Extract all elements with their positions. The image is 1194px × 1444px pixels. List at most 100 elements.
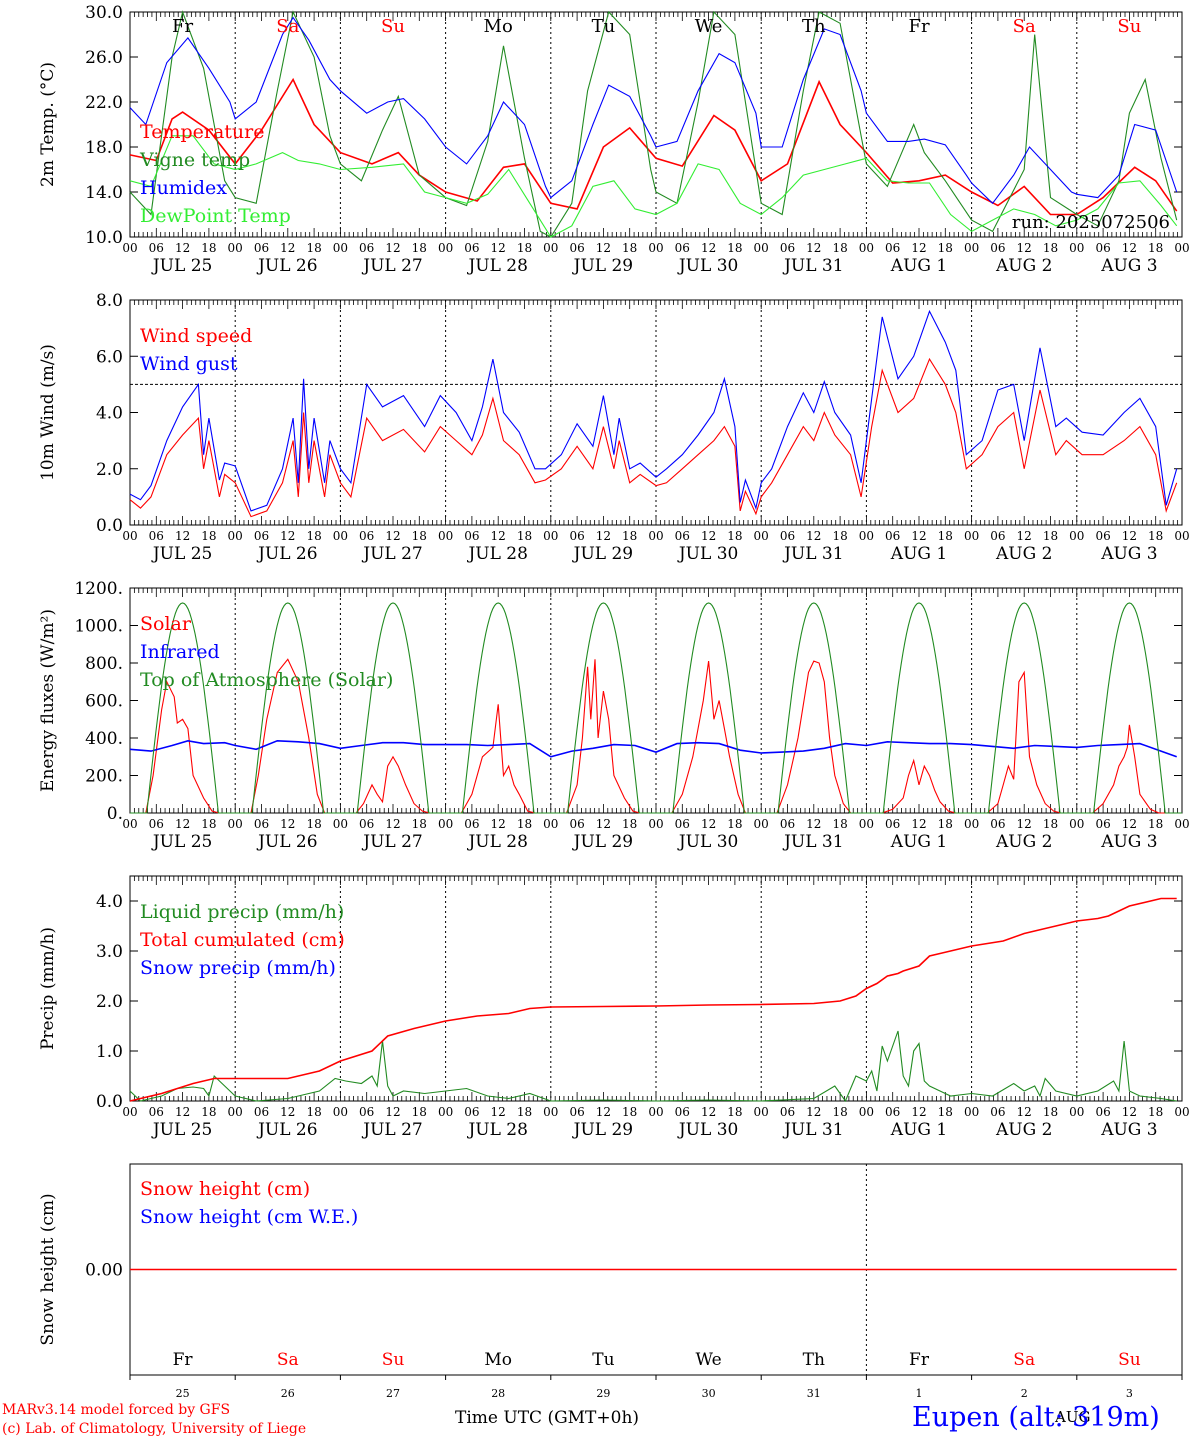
hour-tick-label: 06 — [254, 529, 269, 543]
date-label: JUL 30 — [677, 1120, 738, 1140]
hour-tick-label: 18 — [938, 1105, 953, 1119]
series-line — [129, 739, 1177, 758]
hour-tick-label: 12 — [1122, 241, 1137, 255]
hour-tick-label: 06 — [149, 1105, 164, 1119]
series-line — [129, 357, 1178, 518]
hour-tick-label: 06 — [675, 529, 690, 543]
hour-tick-label: 00 — [438, 241, 453, 255]
series-line — [129, 1030, 1177, 1103]
hour-tick-label: 00 — [648, 1105, 663, 1119]
hour-tick-label: 06 — [780, 817, 795, 831]
hour-tick-label: 18 — [727, 529, 742, 543]
hour-tick-label: 12 — [385, 241, 400, 255]
hour-tick-label: 18 — [517, 817, 532, 831]
hour-tick-label: 12 — [911, 1105, 926, 1119]
date-label: AUG 1 — [890, 1120, 947, 1140]
hour-tick-label: 12 — [911, 817, 926, 831]
time-axis-label: Time UTC (GMT+0h) — [455, 1408, 640, 1428]
y-axis-label: Snow height (cm) — [38, 1193, 58, 1345]
legend-entry: Snow height (cm) — [140, 1178, 310, 1200]
hour-tick-label: 12 — [280, 241, 295, 255]
y-tick-label: 800. — [85, 654, 123, 674]
hour-tick-label: 06 — [464, 241, 479, 255]
hour-tick-label: 18 — [938, 529, 953, 543]
hour-tick-label: 00 — [333, 1105, 348, 1119]
hour-tick-label: 00 — [543, 241, 558, 255]
hour-tick-label: 18 — [622, 529, 637, 543]
hour-tick-label: 06 — [990, 817, 1005, 831]
hour-tick-label: 00 — [648, 817, 663, 831]
legend-entry: Snow precip (mm/h) — [140, 957, 336, 979]
legend-entry: Humidex — [140, 177, 227, 199]
hour-tick-label: 12 — [385, 817, 400, 831]
weekday-label: Sa — [276, 16, 299, 37]
date-label: JUL 28 — [466, 1120, 527, 1140]
legend-entry: Temperature — [140, 121, 264, 143]
hour-tick-label: 12 — [1017, 241, 1032, 255]
hour-tick-label: 12 — [596, 241, 611, 255]
date-label: JUL 31 — [782, 544, 843, 564]
hour-tick-label: 12 — [596, 1105, 611, 1119]
hour-tick-label: 06 — [464, 817, 479, 831]
legend-entry: Wind speed — [140, 325, 252, 347]
hour-tick-label: 18 — [727, 817, 742, 831]
weekday-label: Th — [802, 16, 826, 37]
run-label: run: 2025072506 — [1012, 212, 1170, 233]
x-ticks — [129, 300, 1183, 525]
hour-tick-label: 06 — [990, 1105, 1005, 1119]
hour-tick-label: 12 — [385, 529, 400, 543]
hour-tick-label: 06 — [885, 529, 900, 543]
y-tick-label: 10.0 — [85, 228, 123, 248]
hour-tick-label: 18 — [517, 241, 532, 255]
date-label: AUG 3 — [1100, 1120, 1157, 1140]
hour-tick-label: 12 — [911, 241, 926, 255]
hour-tick-label: 00 — [228, 1105, 243, 1119]
hour-tick-label: 06 — [359, 817, 374, 831]
y-tick-label: 0.0 — [96, 516, 123, 536]
hour-tick-label: 06 — [780, 529, 795, 543]
x-ticks — [129, 588, 1183, 813]
hour-tick-label: 00 — [1174, 241, 1189, 255]
date-label: JUL 30 — [677, 256, 738, 276]
series-line — [129, 10, 1178, 238]
y-tick-label: 0.0 — [96, 1092, 123, 1112]
hour-tick-label: 00 — [1174, 817, 1189, 831]
hour-tick-label: 18 — [201, 241, 216, 255]
hour-tick-label: 12 — [701, 529, 716, 543]
hour-tick-label: 12 — [596, 817, 611, 831]
hour-tick-label: 00 — [228, 817, 243, 831]
weekday-label: Th — [803, 1350, 825, 1370]
hour-tick-label: 18 — [832, 1105, 847, 1119]
weekday-label: Su — [382, 1350, 405, 1370]
hour-tick-label: 12 — [385, 1105, 400, 1119]
hour-tick-label: 18 — [727, 241, 742, 255]
date-label: AUG 1 — [890, 544, 947, 564]
hour-tick-label: 12 — [1017, 817, 1032, 831]
weekday-label: Tu — [592, 16, 616, 37]
y-tick-label: 1200. — [74, 579, 123, 599]
hour-tick-label: 06 — [1095, 529, 1110, 543]
hour-tick-label: 18 — [1148, 1105, 1163, 1119]
hour-tick-label: 06 — [464, 1105, 479, 1119]
date-label: JUL 31 — [782, 832, 843, 852]
hour-tick-label: 18 — [306, 241, 321, 255]
hour-tick-label: 00 — [333, 241, 348, 255]
hour-tick-label: 18 — [622, 1105, 637, 1119]
day-number-label: 3 — [1126, 1387, 1133, 1400]
hour-tick-label: 12 — [701, 241, 716, 255]
date-label: AUG 3 — [1100, 256, 1157, 276]
hour-tick-label: 12 — [280, 529, 295, 543]
date-label: AUG 3 — [1100, 544, 1157, 564]
hour-tick-label: 00 — [543, 1105, 558, 1119]
date-label: JUL 26 — [256, 1120, 317, 1140]
date-label: JUL 29 — [572, 544, 633, 564]
series-line — [129, 309, 1178, 512]
hour-tick-label: 00 — [438, 1105, 453, 1119]
hour-tick-label: 12 — [806, 1105, 821, 1119]
hour-tick-label: 00 — [754, 1105, 769, 1119]
date-label: JUL 30 — [677, 544, 738, 564]
hour-tick-label: 00 — [122, 817, 137, 831]
y-tick-label: 4.0 — [96, 892, 123, 912]
date-label: JUL 26 — [256, 256, 317, 276]
